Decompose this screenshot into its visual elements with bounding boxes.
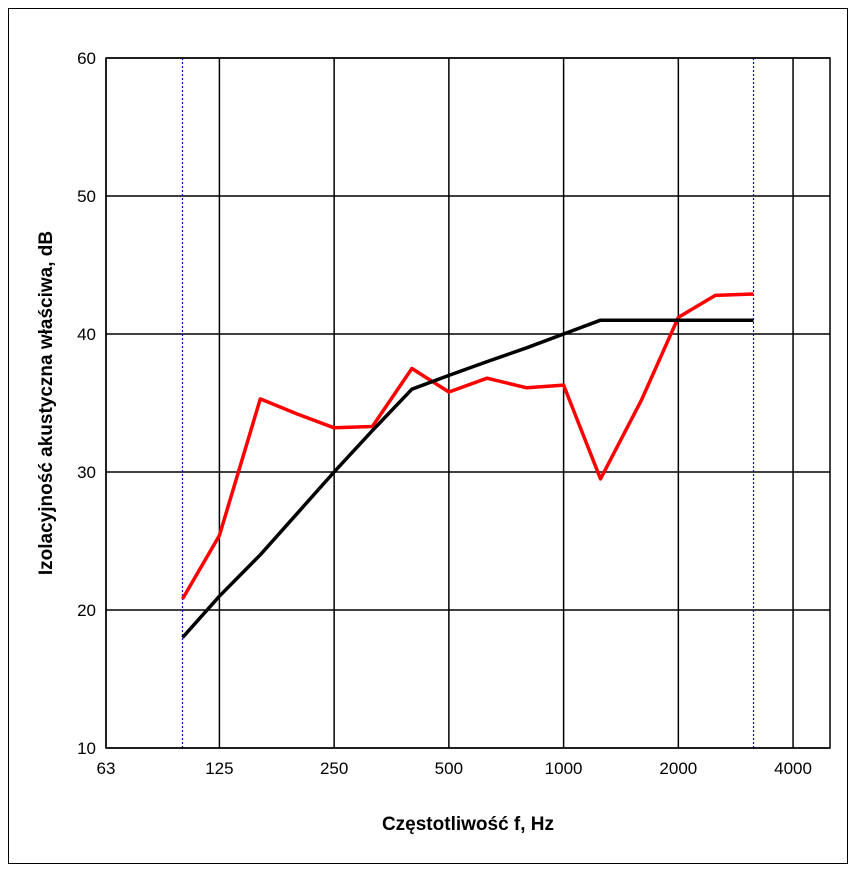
series-group	[180, 292, 754, 639]
x-tick-label: 1000	[545, 759, 583, 778]
y-tick-label: 40	[77, 325, 96, 344]
x-tick-labels: 63 125 250 500 1000 2000 4000	[97, 759, 812, 778]
x-tick-label: 125	[205, 759, 233, 778]
plot-border	[105, 57, 831, 749]
x-tick-label: 500	[435, 759, 463, 778]
series-line-2	[181, 318, 754, 639]
x-tick-label: 4000	[774, 759, 812, 778]
y-tick-labels: 10 20 30 40 50 60	[77, 49, 96, 758]
y-axis-title: Izolacyjność akustyczna właściwa, dB	[36, 231, 57, 575]
x-tick-label: 250	[320, 759, 348, 778]
x-tick-label: 2000	[659, 759, 697, 778]
series-line-1	[180, 292, 754, 600]
reference-lines	[181, 58, 755, 748]
y-tick-label: 30	[77, 463, 96, 482]
y-tick-label: 10	[77, 739, 96, 758]
y-tick-label: 50	[77, 187, 96, 206]
x-axis-title: Częstotliwość f, Hz	[382, 814, 554, 835]
y-tick-label: 20	[77, 601, 96, 620]
y-tick-label: 60	[77, 49, 96, 68]
x-tick-label: 63	[97, 759, 116, 778]
plot-area	[106, 58, 830, 748]
